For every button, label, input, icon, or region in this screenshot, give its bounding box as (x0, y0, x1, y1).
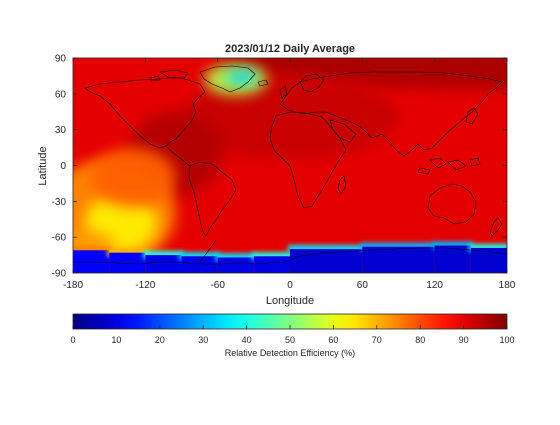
antarctic-band-core (253, 256, 290, 273)
map-area (73, 58, 507, 273)
colorbar-ticks: 0 10 20 30 40 50 60 70 80 90 100 (70, 325, 515, 345)
x-axis: -180 -120 -60 0 60 120 180 (63, 58, 516, 291)
colorbar-tick-label: 0 (70, 335, 75, 345)
coastline-new-zealand (489, 217, 503, 237)
x-tick-label: 60 (357, 280, 369, 291)
antarctic-band-edge (143, 251, 184, 260)
coastline-africa (269, 111, 347, 209)
coastline-arabia (329, 119, 357, 143)
heatmap-region (91, 147, 176, 208)
y-axis-label: Latitude (37, 146, 49, 185)
x-tick-label: 120 (426, 280, 443, 291)
heatmap-region (217, 58, 507, 90)
coastlines (73, 65, 507, 265)
x-axis-label: Longitude (266, 295, 314, 307)
coastline-arctic-islands (149, 69, 189, 82)
antarctic-band-core (109, 252, 146, 273)
coastline-eurasia (279, 71, 503, 157)
heatmap-region (226, 69, 258, 85)
colorbar-tick-label: 80 (415, 335, 425, 345)
y-tick-label: 30 (55, 125, 67, 136)
antarctic-band-core (217, 257, 254, 273)
antarctic-band-core (145, 255, 182, 273)
coastline-antarctica (73, 247, 507, 265)
coastline-australia (427, 183, 477, 225)
coastline-south-america (188, 161, 237, 237)
antarctic-band-core (181, 256, 218, 273)
heatmap-region (181, 75, 399, 160)
antarctic-band-core (73, 250, 110, 273)
antarctic-band-core (362, 246, 435, 273)
colorbar-tick-label: 30 (198, 335, 208, 345)
x-tick-label: 0 (287, 280, 293, 291)
x-tick-label: -120 (135, 280, 155, 291)
colorbar-tick-label: 90 (459, 335, 469, 345)
coastline-japan (465, 107, 479, 125)
y-axis: 90 60 30 0 -30 -60 -90 (52, 54, 507, 280)
colorbar-tick-label: 70 (372, 335, 382, 345)
colorbar-label: Relative Detection Efficiency (%) (225, 348, 355, 358)
y-tick-label: 60 (55, 89, 67, 100)
colorbar-tick-label: 40 (242, 335, 252, 345)
coastline-madagascar (337, 175, 347, 195)
y-tick-label: -60 (52, 233, 67, 244)
y-tick-label: 90 (55, 54, 67, 65)
y-tick-label: 0 (60, 161, 66, 172)
coastline-scandinavia (299, 73, 325, 93)
x-tick-label: -60 (210, 280, 225, 291)
coastline-central-america (165, 145, 191, 167)
colorbar-tick-label: 100 (499, 335, 514, 345)
y-tick-label: -90 (52, 269, 67, 280)
coastline-north-america (84, 76, 206, 149)
colorbar-tick-label: 60 (328, 335, 338, 345)
coastline-antarctic-peninsula (199, 239, 217, 263)
x-tick-label: 180 (499, 280, 516, 291)
colorbar-tick-label: 20 (155, 335, 165, 345)
chart-title: 2023/01/12 Daily Average (225, 43, 355, 55)
coastline-uk (279, 85, 288, 99)
colorbar-tick-label: 10 (111, 335, 121, 345)
coastline-iceland (257, 79, 269, 87)
coastline-greenland (199, 65, 256, 93)
y-tick-label: -30 (52, 197, 67, 208)
coastline-indonesia (417, 157, 481, 175)
antarctic-band-core (434, 245, 471, 273)
x-tick-label: -180 (63, 280, 83, 291)
colorbar-tick-label: 50 (285, 335, 295, 345)
